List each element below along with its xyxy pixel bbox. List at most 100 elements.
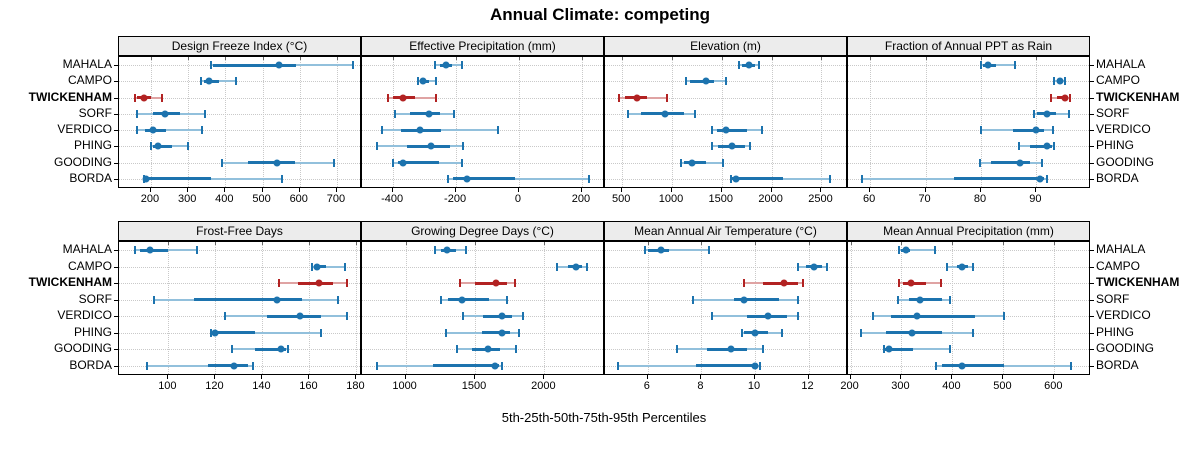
x-tick-label: 1500 <box>461 380 487 392</box>
median-dot <box>727 345 735 353</box>
gridline-vertical <box>393 57 395 187</box>
x-tick <box>621 188 623 192</box>
whisker-cap <box>749 142 752 151</box>
x-tick <box>979 188 981 192</box>
whisker-cap <box>939 279 942 288</box>
range-line-5-95 <box>618 364 761 367</box>
median-dot <box>908 329 916 337</box>
x-tick-top <box>754 242 756 245</box>
gridline-vertical <box>356 242 358 374</box>
range-line-25-75 <box>140 248 169 252</box>
whisker-cap <box>343 262 346 271</box>
gridline-vertical <box>188 57 190 187</box>
median-dot <box>273 159 281 167</box>
whisker-cap <box>1053 77 1056 86</box>
y-tick <box>1090 365 1094 367</box>
median-dot <box>907 279 915 287</box>
gridline-vertical <box>1054 242 1056 374</box>
site-label: BORDA <box>69 170 112 185</box>
x-tick-top <box>870 57 872 60</box>
gridline-horizontal <box>362 113 603 115</box>
whisker-cap <box>459 279 462 288</box>
gridline-horizontal <box>605 332 846 334</box>
median-dot <box>273 296 281 304</box>
x-tick-label: 300 <box>177 193 197 205</box>
x-tick <box>580 188 582 192</box>
x-tick <box>149 188 151 192</box>
range-line-25-75 <box>1030 144 1052 148</box>
whisker-cap <box>730 174 733 183</box>
x-tick-label: 500 <box>611 193 631 205</box>
x-tick-label: 600 <box>1044 380 1063 392</box>
range-line-5-95 <box>980 64 1016 67</box>
whisker-cap <box>461 158 464 167</box>
x-tick <box>951 375 953 379</box>
x-tick-label: 500 <box>252 193 271 205</box>
y-tick <box>114 299 118 301</box>
y-tick <box>114 65 118 67</box>
site-label: CAMPO <box>1096 258 1141 273</box>
gridline-horizontal <box>605 162 846 164</box>
y-tick <box>114 316 118 318</box>
range-line-25-75 <box>208 364 249 368</box>
gridline-horizontal <box>362 250 603 252</box>
range-line-25-75 <box>153 144 172 148</box>
x-tick <box>261 375 263 379</box>
whisker-cap <box>898 246 901 255</box>
gridline-vertical <box>821 57 823 187</box>
x-tick-label: 200 <box>571 193 591 205</box>
panel-4 <box>847 56 1090 188</box>
gridline-horizontal <box>362 266 603 268</box>
median-dot <box>399 159 407 167</box>
whisker-cap <box>617 93 620 102</box>
range-line-25-75 <box>891 314 976 318</box>
whisker-cap <box>860 328 863 337</box>
strip-title: Mean Annual Precipitation (mm) <box>883 224 1054 238</box>
whisker-cap <box>617 361 620 370</box>
y-tick <box>114 283 118 285</box>
x-tick-label: 2500 <box>808 193 833 205</box>
site-label: TWICKENHAM <box>1096 89 1180 104</box>
whisker-cap <box>972 328 975 337</box>
panel-6 <box>361 241 604 375</box>
site-label: BORDA <box>69 357 112 372</box>
y-tick <box>114 349 118 351</box>
range-line-25-75 <box>475 281 507 285</box>
whisker-cap <box>935 361 938 370</box>
range-line-5-95 <box>899 249 936 252</box>
x-tick-top <box>188 57 190 60</box>
y-tick <box>1090 316 1094 318</box>
gridline-horizontal <box>119 81 360 83</box>
gridline-vertical <box>544 242 546 374</box>
whisker-cap <box>896 295 899 304</box>
x-tick-top <box>1036 57 1038 60</box>
gridline-vertical <box>701 242 703 374</box>
site-label: SORF <box>1096 105 1130 120</box>
site-label: BORDA <box>1096 357 1139 372</box>
strip-header: Growing Degree Days (°C) <box>361 221 604 241</box>
strip-title: Fraction of Annual PPT as Rain <box>884 39 1053 53</box>
x-tick-label: 1000 <box>658 193 684 205</box>
y-tick <box>1090 266 1094 268</box>
whisker-cap <box>711 312 714 321</box>
whisker-cap <box>978 158 981 167</box>
x-tick-label: 100 <box>158 380 177 392</box>
whisker-cap <box>136 109 139 118</box>
range-line-5-95 <box>883 348 951 351</box>
whisker-cap <box>235 77 238 86</box>
gridline-vertical <box>1003 242 1005 374</box>
whisker-cap <box>203 109 206 118</box>
range-line-25-75 <box>397 161 439 165</box>
whisker-cap <box>796 312 799 321</box>
range-line-25-75 <box>145 177 211 181</box>
whisker-cap <box>796 295 799 304</box>
whisker-cap <box>1018 142 1021 151</box>
whisker-cap <box>759 361 762 370</box>
strip-title: Frost-Free Days <box>196 224 283 238</box>
whisker-cap <box>826 262 829 271</box>
median-dot <box>764 312 772 320</box>
x-tick-top <box>1054 242 1056 245</box>
gridline-vertical <box>456 57 458 187</box>
range-line-25-75 <box>448 298 489 302</box>
x-tick-label: 60 <box>863 193 876 205</box>
